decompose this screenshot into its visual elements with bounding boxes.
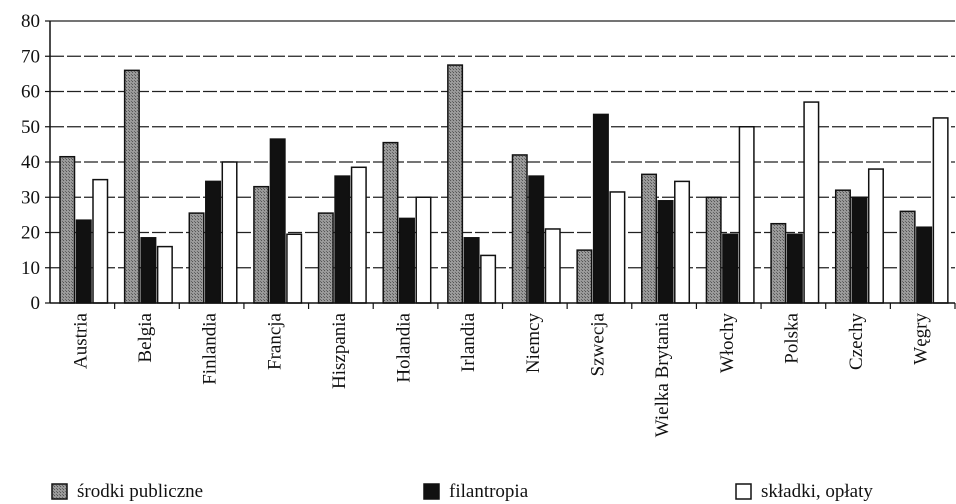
y-tick-label: 60 (21, 82, 40, 103)
bar-filantropia-wielka-brytania (657, 200, 674, 304)
bar-srodki-publiczne-francja (253, 185, 270, 304)
y-axis: 0 10 20 30 40 50 60 70 80 (21, 11, 51, 314)
category-label: Francja (264, 312, 285, 370)
bar-skladki-oplaty-irlandia (480, 254, 497, 304)
bar-filantropia-belgia (140, 237, 157, 304)
category-label: Irlandia (458, 312, 479, 372)
y-tick-label: 70 (21, 46, 40, 67)
category-label: Holandia (394, 312, 415, 382)
bar-filantropia-szwecja (592, 113, 609, 304)
bar-srodki-publiczne-niemcy (511, 154, 528, 304)
y-tick-label: 30 (21, 187, 40, 208)
category-label: Finlandia (200, 312, 221, 384)
category-label: Włochy (717, 313, 738, 374)
bar-srodki-publiczne-hiszpania (317, 212, 334, 304)
category-label: Czechy (846, 313, 867, 370)
bar-filantropia-czechy (851, 196, 868, 304)
legend-swatch (423, 483, 440, 500)
bar-srodki-publiczne-irlandia (447, 64, 464, 304)
bar-srodki-publiczne-w-gry (899, 210, 916, 304)
bar-skladki-oplaty-wielka-brytania (674, 180, 691, 304)
bar-skladki-oplaty-finlandia (221, 161, 238, 304)
bar-srodki-publiczne-szwecja (576, 249, 593, 304)
bar-srodki-publiczne-holandia (382, 141, 399, 304)
bar-srodki-publiczne-finlandia (188, 212, 205, 304)
y-tick-label: 0 (31, 293, 41, 314)
bar-srodki-publiczne-polska (770, 222, 787, 304)
bar-srodki-publiczne-czechy (834, 189, 851, 304)
y-tick-label: 80 (21, 11, 40, 32)
bar-skladki-oplaty-austria (92, 178, 109, 304)
bar-srodki-publiczne-w-ochy (705, 196, 722, 304)
bar-filantropia-w-ochy (722, 233, 739, 304)
legend-label: składki, opłaty (761, 481, 873, 502)
y-tick-label: 10 (21, 258, 40, 279)
category-label: Szwecja (587, 312, 608, 376)
bar-filantropia-holandia (398, 217, 415, 304)
bar-filantropia-austria (75, 219, 92, 304)
bar-skladki-oplaty-czechy (867, 168, 884, 304)
bar-filantropia-polska (786, 233, 803, 304)
bar-filantropia-niemcy (528, 175, 545, 304)
legend-label: środki publiczne (77, 481, 203, 502)
bar-filantropia-w-gry (916, 226, 933, 304)
category-label: Austria (70, 312, 91, 369)
category-label: Niemcy (523, 313, 544, 374)
bar-filantropia-francja (269, 138, 286, 304)
bar-skladki-oplaty-niemcy (544, 228, 561, 304)
bar-skladki-oplaty-szwecja (609, 191, 626, 304)
bar-srodki-publiczne-wielka-brytania (641, 173, 658, 304)
legend-swatch (735, 483, 752, 500)
bar-skladki-oplaty-francja (286, 233, 303, 304)
category-label: Węgry (911, 313, 932, 365)
y-tick-label: 40 (21, 152, 40, 173)
bar-skladki-oplaty-w-ochy (738, 126, 755, 304)
category-label: Belgia (135, 312, 156, 362)
legend: środki publiczne filantropia składki, opła… (51, 481, 873, 502)
bar-srodki-publiczne-austria (59, 155, 76, 304)
bar-skladki-oplaty-holandia (415, 196, 432, 304)
bar-srodki-publiczne-belgia (123, 69, 140, 304)
bars (59, 64, 949, 304)
legend-swatch (51, 483, 68, 500)
bar-skladki-oplaty-polska (803, 101, 820, 304)
category-label: Polska (781, 312, 802, 363)
bar-skladki-oplaty-belgia (156, 245, 173, 304)
bar-skladki-oplaty-hiszpania (350, 166, 367, 304)
bar-skladki-oplaty-w-gry (932, 117, 949, 304)
category-label: Hiszpania (329, 312, 350, 389)
bar-filantropia-irlandia (463, 237, 480, 304)
bar-filantropia-hiszpania (334, 175, 351, 304)
y-tick-label: 20 (21, 223, 40, 244)
legend-label: filantropia (449, 481, 529, 502)
x-axis: Austria Belgia Finlandia Francja Hiszpania Ho… (50, 302, 956, 437)
category-label: Wielka Brytania (652, 312, 673, 437)
y-tick-label: 50 (21, 117, 40, 138)
bar-filantropia-finlandia (205, 180, 222, 304)
